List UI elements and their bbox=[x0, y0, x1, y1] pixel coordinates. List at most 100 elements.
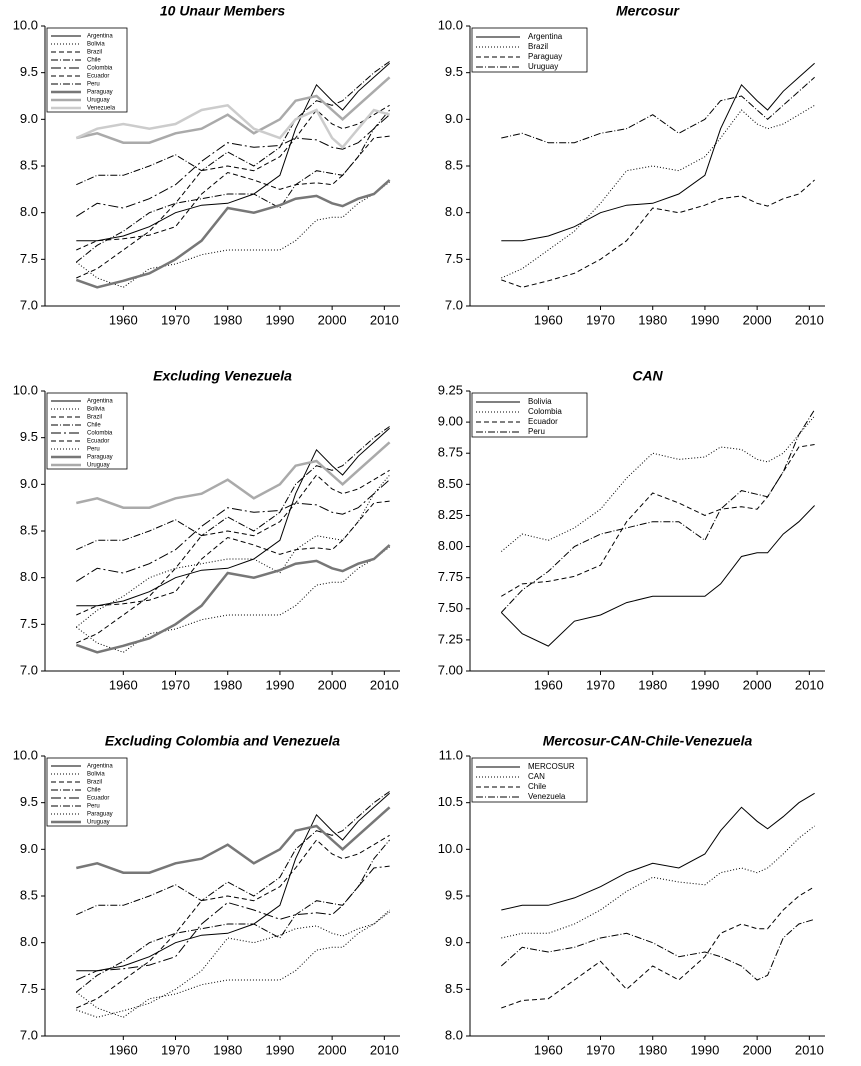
x-tick-label: 1990 bbox=[690, 312, 719, 327]
legend-label: Peru bbox=[528, 427, 545, 436]
series-line bbox=[75, 103, 390, 150]
legend-box bbox=[471, 27, 588, 73]
y-tick-label: 9.25 bbox=[438, 382, 463, 397]
series-line bbox=[501, 444, 815, 597]
legend-label: Uruguay bbox=[528, 62, 558, 71]
y-tick-label: 9.5 bbox=[445, 64, 463, 79]
legend-label: Brazil bbox=[87, 50, 102, 56]
legend-label: Paraguay bbox=[87, 90, 113, 96]
series-line bbox=[75, 544, 391, 654]
legend-label: MERCOSUR bbox=[528, 762, 575, 771]
x-tick-label: 1970 bbox=[161, 312, 190, 327]
y-tick-label: 10.0 bbox=[13, 382, 38, 397]
x-tick-label: 2000 bbox=[318, 312, 347, 327]
series-line bbox=[76, 76, 391, 144]
y-tick-label: 8.0 bbox=[20, 204, 38, 219]
y-tick-label: 10.0 bbox=[438, 841, 463, 856]
y-tick-label: 8.5 bbox=[445, 157, 463, 172]
legend-label: Paraguay bbox=[87, 812, 113, 818]
y-tick-label: 8.5 bbox=[445, 981, 463, 996]
series-line bbox=[501, 62, 815, 242]
legend-label: Ecuador bbox=[87, 796, 109, 802]
legend-label: Venezuela bbox=[528, 792, 566, 801]
y-tick-label: 8.0 bbox=[445, 1027, 463, 1042]
legend-label: Paraguay bbox=[87, 455, 113, 461]
y-tick-label: 10.0 bbox=[13, 747, 38, 762]
series-line bbox=[76, 909, 390, 1018]
x-tick-label: 1980 bbox=[638, 1042, 667, 1057]
legend-label: Chile bbox=[87, 423, 101, 429]
x-tick-label: 1960 bbox=[109, 1042, 138, 1057]
panel: Excluding Colombia and Venezuela 7.0 7.5 8.… bbox=[13, 733, 400, 1057]
x-tick-label: 2010 bbox=[795, 677, 824, 692]
x-tick-label: 2010 bbox=[370, 677, 399, 692]
chart-title: Excluding Venezuela bbox=[153, 368, 292, 384]
legend-label: Uruguay bbox=[87, 98, 110, 104]
series-line bbox=[76, 469, 390, 644]
x-tick-label: 2000 bbox=[743, 312, 772, 327]
x-tick-label: 1960 bbox=[109, 677, 138, 692]
x-tick-label: 1990 bbox=[265, 312, 294, 327]
legend-label: Argentina bbox=[528, 32, 563, 41]
y-tick-label: 9.5 bbox=[20, 794, 38, 809]
y-tick-label: 11.0 bbox=[439, 747, 463, 762]
panel: Mercosur 7.0 7.5 8.0 8.5 9.0 9.5 10.0 1960 1970 19… bbox=[438, 3, 825, 327]
series-line bbox=[75, 179, 391, 289]
chart-title: Mercosur-CAN-Chile-Venezuela bbox=[543, 733, 753, 749]
legend-label: Venezuela bbox=[87, 106, 116, 112]
y-tick-label: 7.75 bbox=[438, 569, 463, 584]
x-tick-label: 2000 bbox=[743, 1042, 772, 1057]
y-tick-label: 7.0 bbox=[20, 662, 38, 677]
legend-label: Peru bbox=[87, 82, 100, 88]
series-line bbox=[76, 791, 390, 916]
x-tick-label: 1980 bbox=[213, 1042, 242, 1057]
y-tick-label: 9.0 bbox=[20, 476, 38, 491]
series-line bbox=[75, 911, 390, 1018]
panel: Excluding Venezuela 7.0 7.5 8.0 8.5 9.0 9.5 10.… bbox=[13, 368, 400, 692]
series-line bbox=[75, 839, 390, 993]
x-tick-label: 1970 bbox=[586, 677, 615, 692]
y-tick-label: 8.0 bbox=[20, 569, 38, 584]
x-tick-label: 1980 bbox=[213, 312, 242, 327]
y-tick-label: 8.5 bbox=[20, 522, 38, 537]
series-line bbox=[501, 886, 815, 1009]
x-tick-label: 1960 bbox=[109, 312, 138, 327]
series-line bbox=[75, 109, 390, 263]
series-line bbox=[500, 918, 815, 981]
legend-label: Brazil bbox=[528, 42, 548, 51]
legend-label: Chile bbox=[87, 788, 101, 794]
panel: CAN 7.00 7.25 7.50 7.75 8.00 8.25 8.50 8.75 9.00 9… bbox=[438, 368, 825, 692]
y-tick-label: 8.75 bbox=[438, 445, 463, 460]
panel: Mercosur-CAN-Chile-Venezuela 8.0 8.5 9.0 9.5… bbox=[438, 733, 825, 1057]
legend-label: Chile bbox=[528, 782, 547, 791]
x-tick-label: 1960 bbox=[534, 312, 563, 327]
y-tick-label: 7.0 bbox=[20, 297, 38, 312]
series-line bbox=[501, 792, 815, 911]
series-line bbox=[500, 415, 815, 552]
y-tick-label: 7.50 bbox=[438, 600, 463, 615]
legend-label: Argentina bbox=[87, 34, 113, 40]
series-line bbox=[76, 834, 390, 1009]
y-tick-label: 7.5 bbox=[20, 251, 38, 266]
chart-title: CAN bbox=[632, 368, 663, 384]
x-tick-label: 1990 bbox=[265, 677, 294, 692]
legend-label: Bolivia bbox=[87, 407, 105, 413]
series-line bbox=[76, 806, 391, 874]
x-tick-label: 1970 bbox=[161, 1042, 190, 1057]
y-tick-label: 9.5 bbox=[20, 64, 38, 79]
chart-title: Excluding Colombia and Venezuela bbox=[105, 733, 340, 749]
y-tick-label: 10.0 bbox=[13, 17, 38, 32]
panel: 10 Unaur Members 7.0 7.5 8.0 8.5 9.0 9.5 10.0 19… bbox=[13, 3, 400, 327]
series-line bbox=[501, 179, 815, 288]
y-tick-label: 8.0 bbox=[445, 204, 463, 219]
x-tick-label: 1970 bbox=[586, 312, 615, 327]
series-line bbox=[76, 61, 390, 186]
legend-label: Colombia bbox=[87, 431, 113, 437]
x-tick-label: 1990 bbox=[690, 677, 719, 692]
legend-label: Chile bbox=[87, 58, 101, 64]
y-tick-label: 7.5 bbox=[20, 616, 38, 631]
series-line bbox=[76, 104, 390, 279]
series-line bbox=[76, 500, 390, 616]
legend-label: Paraguay bbox=[528, 52, 562, 61]
